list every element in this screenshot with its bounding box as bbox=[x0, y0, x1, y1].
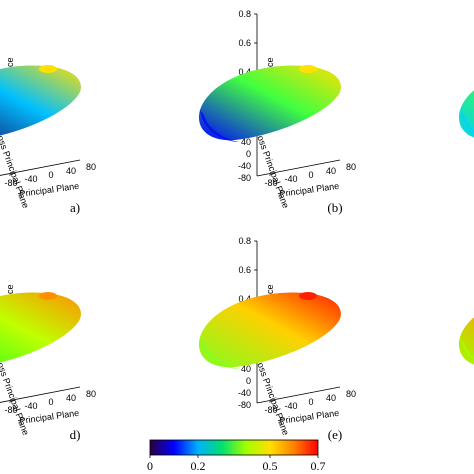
surface-patch bbox=[198, 65, 341, 141]
colorbar-tick-label: 0.2 bbox=[191, 459, 206, 473]
surface-peak bbox=[39, 292, 57, 300]
panel-label: (b) bbox=[327, 200, 342, 215]
x-tick-label: -80 bbox=[264, 178, 277, 188]
x-tick-label: 40 bbox=[66, 393, 76, 403]
panel-label: a) bbox=[70, 200, 80, 215]
x-axis-line bbox=[0, 159, 81, 176]
panel-a: 0.00.20.40.60.8Reflectance-80-4004080Cro… bbox=[0, 57, 96, 215]
panel-f: 0.00.20.40.60.8Reflectance-80-4004080Cro… bbox=[458, 317, 474, 365]
y-tick-label: -40 bbox=[238, 388, 251, 398]
x-tick-label: 0 bbox=[48, 397, 53, 407]
surface-patch bbox=[458, 317, 474, 365]
y-tick-label: -80 bbox=[238, 400, 251, 410]
z-tick-label: 0.4 bbox=[238, 294, 251, 304]
colorbar-tick-label: 0.7 bbox=[311, 459, 326, 473]
x-axis-line bbox=[256, 386, 341, 404]
x-tick-label: 40 bbox=[66, 166, 76, 176]
surface-rim bbox=[200, 110, 240, 142]
y-tick-label: -80 bbox=[238, 173, 251, 183]
x-tick-label: 40 bbox=[326, 393, 336, 403]
surface-rim bbox=[460, 337, 474, 361]
x-tick-label: 80 bbox=[86, 389, 96, 399]
x-axis-line bbox=[256, 159, 341, 177]
colorbar: 0 0.2 0.5 0.7 bbox=[147, 439, 326, 473]
x-tick-label: 0 bbox=[308, 170, 313, 180]
x-tick-label: -80 bbox=[4, 178, 17, 188]
panel-label: d) bbox=[70, 427, 81, 442]
surface-peak bbox=[299, 65, 317, 73]
x-tick-label: 80 bbox=[346, 389, 356, 399]
panel-d: 0.00.20.40.60.8Reflectance-80-4004080Cro… bbox=[0, 284, 96, 442]
surface-patch bbox=[0, 292, 81, 363]
x-tick-label: -80 bbox=[4, 405, 17, 415]
surface-rim bbox=[200, 337, 240, 369]
surface-patch bbox=[0, 65, 81, 136]
panel-e: 0.00.20.40.60.8Reflectance-80-4004080Cro… bbox=[198, 236, 356, 442]
y-tick-label: -40 bbox=[238, 161, 251, 171]
colorbar-tick-label: 0.5 bbox=[263, 459, 278, 473]
surface-patch bbox=[198, 292, 341, 368]
x-tick-label: 0 bbox=[48, 170, 53, 180]
colorbar-tick-label: 0 bbox=[147, 459, 153, 473]
z-tick-label: 0.8 bbox=[238, 236, 251, 246]
y-tick-label: 0 bbox=[246, 149, 251, 159]
z-tick-label: 0.8 bbox=[238, 9, 251, 19]
x-tick-label: 0 bbox=[308, 397, 313, 407]
x-tick-label: -40 bbox=[24, 174, 37, 184]
x-tick-label: 80 bbox=[346, 162, 356, 172]
x-tick-label: -40 bbox=[284, 174, 297, 184]
x-tick-label: -40 bbox=[24, 401, 37, 411]
surface-panels: 0.00.20.40.60.8Reflectance-80-4004080Cro… bbox=[0, 9, 474, 442]
y-tick-label: 40 bbox=[241, 137, 251, 147]
x-tick-label: -80 bbox=[264, 405, 277, 415]
panel-b: 0.00.20.40.60.8Reflectance-80-4004080Cro… bbox=[198, 9, 356, 215]
surface-rim bbox=[460, 110, 474, 134]
z-tick-label: 0.6 bbox=[238, 265, 251, 275]
surface-peak bbox=[39, 65, 57, 73]
x-tick-label: 80 bbox=[86, 162, 96, 172]
x-tick-label: 40 bbox=[326, 166, 336, 176]
panel-c: 0.00.20.40.60.8Reflectance-80-4004080Cro… bbox=[458, 90, 474, 138]
panel-label: (e) bbox=[328, 427, 342, 442]
surface-peak bbox=[299, 292, 317, 300]
x-axis-line bbox=[0, 386, 81, 403]
y-tick-label: 0 bbox=[246, 376, 251, 386]
surface-patch bbox=[458, 90, 474, 138]
z-tick-label: 0.4 bbox=[238, 67, 251, 77]
x-tick-label: -40 bbox=[284, 401, 297, 411]
colorbar-bar bbox=[149, 439, 319, 456]
z-tick-label: 0.6 bbox=[238, 38, 251, 48]
y-tick-label: 40 bbox=[241, 364, 251, 374]
